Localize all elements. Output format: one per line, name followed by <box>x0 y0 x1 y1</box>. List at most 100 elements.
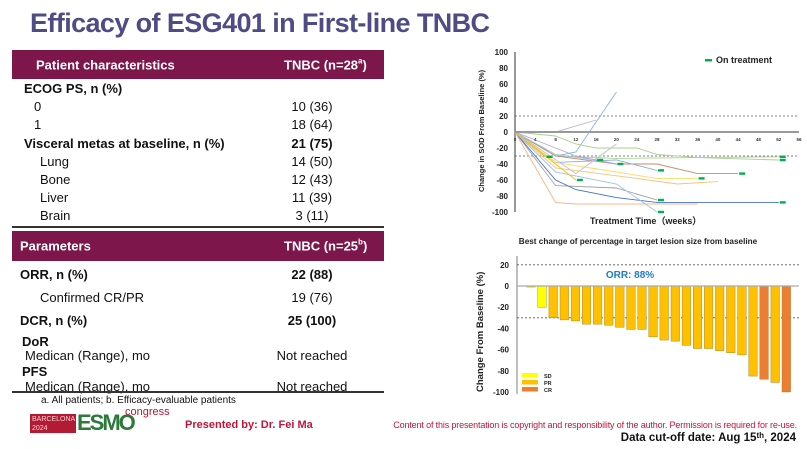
presenter: Presented by: Dr. Fei Ma <box>185 419 313 431</box>
parameter-row: ORR, n (%) 22 (88) <box>12 267 384 285</box>
waterfall-bar-15 <box>681 285 691 346</box>
parameters-table-header: Parameters TNBC (n=25b) <box>12 231 384 261</box>
orr-annotation: ORR: 88% <box>606 270 654 281</box>
waterfall-bar-5 <box>570 285 580 322</box>
y-tick-label: 0 <box>505 282 510 291</box>
series-line-10 <box>514 131 698 205</box>
on-treatment-marker <box>779 155 786 158</box>
row-value: 10 (36) <box>291 99 333 115</box>
row-label: Brain <box>40 208 71 224</box>
characteristics-table-header: Patient characteristics TNBC (n=28a) <box>12 50 384 79</box>
waterfall-bar-13 <box>659 285 669 341</box>
characteristic-row: 0 10 (36) <box>12 99 384 117</box>
row-label: 0 <box>34 99 42 115</box>
y-tick-label: 0 <box>504 128 509 137</box>
waterfall-bar-16 <box>692 285 702 349</box>
waterfall-bar-4 <box>559 285 569 321</box>
waterfall-bar-20 <box>737 285 747 356</box>
on-treatment-marker <box>779 201 786 204</box>
row-value: 21 (75) <box>291 135 333 151</box>
esmo-logo: BARCELONA 2024 ESMO congress <box>30 406 170 435</box>
y-tick-label: -40 <box>497 324 509 333</box>
legend-label: On treatment <box>716 55 772 65</box>
x-tick-label: 8 <box>554 137 557 142</box>
header-value: TNBC (n=25b) <box>284 238 367 254</box>
waterfall-bar-6 <box>581 285 591 325</box>
x-tick-label: 44 <box>736 137 742 142</box>
y-axis-label: Change in SOD From Baseline (%) <box>477 69 486 192</box>
data-cutoff: Data cut-off date: Aug 15th, 2024 <box>621 431 796 444</box>
characteristic-row: Liver 11 (39) <box>12 190 384 208</box>
row-label: DoR <box>22 334 49 349</box>
y-tick-label: 20 <box>500 261 509 270</box>
x-tick-label: 24 <box>634 137 640 142</box>
row-label: Liver <box>40 190 69 206</box>
row-value: 19 (76) <box>291 290 333 305</box>
waterfall-bar-8 <box>604 285 614 326</box>
waterfall-bar-23 <box>770 285 780 383</box>
row-label: Bone <box>40 172 71 187</box>
footnote: a. All patients; b. Efficacy-evaluable p… <box>41 395 236 406</box>
series-line-12 <box>514 131 617 175</box>
legend-label: CR <box>544 388 552 394</box>
y-tick-label: 20 <box>499 112 508 121</box>
series-line-8 <box>514 131 658 201</box>
x-tick-label: 0 <box>514 137 517 142</box>
y-tick-label: -80 <box>496 192 508 201</box>
table-divider <box>12 226 384 228</box>
header-value-text: TNBC (n=25 <box>284 238 359 254</box>
row-label: ECOG PS, n (%) <box>24 81 123 96</box>
logo-brand: ESMO <box>77 410 136 435</box>
row-label: Lung <box>40 153 69 169</box>
chart-title: Best change of percentage in target lesi… <box>519 237 758 246</box>
row-label: 1 <box>34 117 42 133</box>
row-value: 25 (100) <box>287 313 337 328</box>
waterfall-bar-11 <box>637 285 647 330</box>
header-sup: a <box>358 56 363 65</box>
series-line-14 <box>514 131 577 181</box>
logo-word: congress <box>125 406 170 418</box>
waterfall-bar-14 <box>670 285 680 342</box>
legend-marker-on-treatment <box>705 59 712 62</box>
characteristic-row: Lung 14 (50) <box>12 154 384 172</box>
series-line-6 <box>514 131 698 179</box>
row-label: ORR, n (%) <box>20 267 88 282</box>
x-axis-label: Treatment Time（weeks） <box>590 216 701 226</box>
on-treatment-marker <box>698 177 705 180</box>
parameter-row: DCR, n (%) 25 (100) <box>12 313 384 331</box>
row-value: 14 (50) <box>291 153 333 169</box>
header-close: ) <box>362 57 367 72</box>
legend-swatch-sd <box>522 373 538 378</box>
on-treatment-marker <box>739 172 746 175</box>
x-tick-label: 28 <box>654 137 660 142</box>
x-tick-label: 36 <box>695 137 701 142</box>
series-line-2 <box>514 131 779 161</box>
characteristic-row: Brain 3 (11) <box>12 208 384 226</box>
row-value: 11 (39) <box>291 190 333 206</box>
table-bottom-rule <box>12 391 384 393</box>
x-tick-label: 12 <box>573 137 579 142</box>
y-tick-label: -60 <box>496 176 508 185</box>
characteristic-row: Visceral metas at baseline, n (%) 21 (75) <box>12 136 384 154</box>
series-line-7 <box>514 131 718 185</box>
on-treatment-marker <box>658 198 664 202</box>
logo-year: 2024 <box>32 425 48 432</box>
row-value: 3 (11) <box>295 208 329 224</box>
y-tick-label: 40 <box>499 96 508 105</box>
series-line-15 <box>514 131 597 161</box>
x-tick-label: 52 <box>776 137 782 142</box>
parameter-row: Confirmed CR/PR 19 (76) <box>12 290 384 308</box>
x-tick-label: 32 <box>675 137 681 142</box>
waterfall-plot: Best change of percentage in target lesi… <box>475 237 799 397</box>
on-treatment-marker <box>658 169 664 172</box>
waterfall-bar-19 <box>726 285 736 353</box>
logo-city-box: BARCELONA 2024 <box>30 414 76 433</box>
x-tick-label: 4 <box>534 137 537 142</box>
cutoff-sup: th <box>756 431 765 440</box>
copyright-notice: Content of this presentation is copyrigh… <box>393 420 797 430</box>
row-value: Not reached <box>276 379 348 394</box>
header-value-text: TNBC (n=28 <box>284 57 359 72</box>
waterfall-bar-18 <box>715 285 725 351</box>
y-axis-label: Change From Baseline (%) <box>475 272 486 392</box>
parameter-row: PFS <box>12 364 384 382</box>
